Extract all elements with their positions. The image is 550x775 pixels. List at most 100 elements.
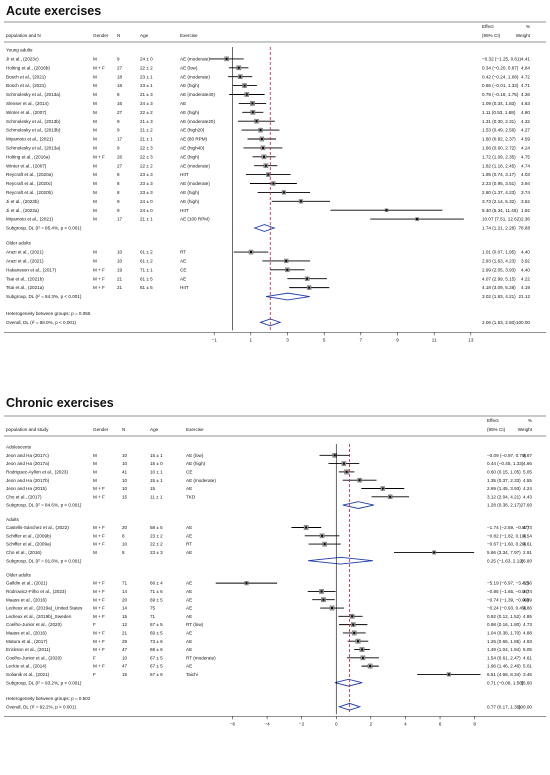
acute-forest-plot: Effect % population and N Gender N Age Exercis… xyxy=(4,21,546,342)
effect-point xyxy=(285,259,288,262)
group-label: Older adults xyxy=(6,241,31,246)
effect-point xyxy=(385,209,388,212)
study-gender: M xyxy=(93,470,97,475)
heterogeneity-text: Heterogeneity between groups: p = 0.502 xyxy=(6,696,91,701)
study-gender: M + F xyxy=(93,664,105,669)
study-exercise: AE (high) xyxy=(180,83,200,88)
study-weight: 4.61 xyxy=(523,542,532,547)
study-n: 27 xyxy=(117,65,123,70)
effect-point xyxy=(361,656,364,659)
study-n: 9 xyxy=(117,128,120,133)
study-gender: M + F xyxy=(93,525,105,530)
study-name: Reycraft et al., (2020b) xyxy=(6,190,53,195)
effect-point xyxy=(299,200,302,203)
study-name: Castells-Sánchez et al., (2022) xyxy=(6,525,69,530)
study-name: Cho et al., (2016) xyxy=(6,550,42,555)
study-gender: M xyxy=(93,250,97,255)
study-exercise: AE (high40) xyxy=(180,146,205,151)
study-gender: M + F xyxy=(93,581,105,586)
overall-weight: 100.00 xyxy=(516,320,530,325)
study-weight: 4.74 xyxy=(523,525,532,530)
study-weight: 4.66 xyxy=(523,461,532,466)
study-age: 21 ± 1 xyxy=(140,137,153,142)
study-weight: 4.63 xyxy=(521,101,530,106)
study-age: 24 ± 0 xyxy=(140,199,153,204)
study-effect-ci: 1.09 (0.34, 1.83) xyxy=(482,101,516,106)
study-effect-ci: −0.24 (−0.93, 0.45) xyxy=(487,606,527,611)
study-age: 61 ± 2 xyxy=(140,250,153,255)
study-n: 9 xyxy=(117,146,120,151)
study-age: 11 ± 1 xyxy=(150,494,163,499)
study-n: 10 xyxy=(122,655,128,660)
study-name: Tsai et al., (2021b) xyxy=(6,276,44,281)
x-tick-label: −6 xyxy=(230,721,236,726)
header-ci: (95% CI) xyxy=(482,33,501,38)
x-tick-label: 7 xyxy=(360,337,363,342)
study-weight: 4.54 xyxy=(523,533,532,538)
study-effect-ci: 1.72 (1.09, 2.35) xyxy=(482,154,516,159)
study-age: 73 ± 6 xyxy=(150,639,163,644)
study-name: Leckie et al., (2014) xyxy=(6,664,47,669)
study-effect-ci: 8.40 (5.34, 11.45) xyxy=(482,208,518,213)
study-n: 20 xyxy=(122,525,128,530)
study-age: 75 xyxy=(150,606,156,611)
study-weight: 4.43 xyxy=(523,494,532,499)
study-gender: M xyxy=(93,128,97,133)
study-age: 71 xyxy=(150,614,156,619)
study-gender: M xyxy=(93,453,97,458)
study-age: 23 ± 3 xyxy=(150,550,163,555)
study-age: 24 ± 0 xyxy=(140,57,153,62)
study-exercise: AE xyxy=(186,589,192,594)
study-name: Ji et al., (2023c) xyxy=(6,57,39,62)
study-n: 10 xyxy=(117,259,123,264)
study-weight: 4.59 xyxy=(521,137,530,142)
study-gender: M + F xyxy=(93,639,105,644)
study-n: 8 xyxy=(117,190,120,195)
study-weight: 4.75 xyxy=(521,154,530,159)
study-age: 71 ± 1 xyxy=(140,267,153,272)
subgroup-weight: 78.88 xyxy=(519,226,531,231)
study-effect-ci: 0.42 (−0.24, 1.08) xyxy=(482,74,519,79)
study-n: 18 xyxy=(117,83,123,88)
study-weight: 3.52 xyxy=(521,199,530,204)
effect-point xyxy=(345,470,348,473)
study-effect-ci: −0.32 (−1.25, 0.61) xyxy=(482,57,522,62)
study-exercise: TKD xyxy=(186,494,196,499)
overall-label: Overall, DL (I² = 92.2%, p < 0.001) xyxy=(6,704,77,709)
study-name: Arazi et al., (2021) xyxy=(6,259,44,264)
study-gender: M xyxy=(93,172,97,177)
study-effect-ci: 1.49 (1.04, 1.94) xyxy=(487,647,521,652)
study-gender: M + F xyxy=(93,542,105,547)
study-age: 22 ± 2 xyxy=(150,542,163,547)
study-exercise: AE xyxy=(186,525,192,530)
study-weight: 3.56 xyxy=(523,581,532,586)
study-exercise: RT (moderate) xyxy=(186,655,216,660)
effect-point xyxy=(282,191,285,194)
study-age: 15 ± 1 xyxy=(150,453,163,458)
study-n: 10 xyxy=(122,542,128,547)
study-name: Coelho-Junior et al., (2020) xyxy=(6,655,62,660)
study-gender: F xyxy=(93,672,96,677)
study-age: 67 ± 5 xyxy=(150,664,163,669)
study-effect-ci: −5.19 (−6.97, −3.42) xyxy=(487,581,529,586)
study-weight: 4.89 xyxy=(523,597,532,602)
study-weight: 4.80 xyxy=(521,110,530,115)
effect-point xyxy=(320,590,323,593)
study-effect-ci: 6.51 (4.68, 8.34) xyxy=(487,672,521,677)
x-tick-label: 5 xyxy=(323,337,326,342)
study-name: Holting et al., (2016b) xyxy=(6,65,50,70)
study-effect-ci: 2.69 (1.45, 3.93) xyxy=(487,486,521,491)
study-exercise: AE (high) xyxy=(180,110,200,115)
study-weight: 4.84 xyxy=(521,65,530,70)
study-age: 61 ± 5 xyxy=(140,285,153,290)
study-effect-ci: 0.98 (0.16, 1.80) xyxy=(487,622,521,627)
study-gender: M xyxy=(93,137,97,142)
header-age: Age xyxy=(140,33,149,38)
study-effect-ci: −1.74 (−2.59, −0.87) xyxy=(487,525,529,530)
study-name: Galldin et al., (2021) xyxy=(6,581,48,586)
study-weight: 4.32 xyxy=(521,119,530,124)
study-n: 10 xyxy=(117,250,123,255)
study-n: 47 xyxy=(122,647,128,652)
study-exercise: AE xyxy=(186,606,192,611)
effect-point xyxy=(389,495,392,498)
